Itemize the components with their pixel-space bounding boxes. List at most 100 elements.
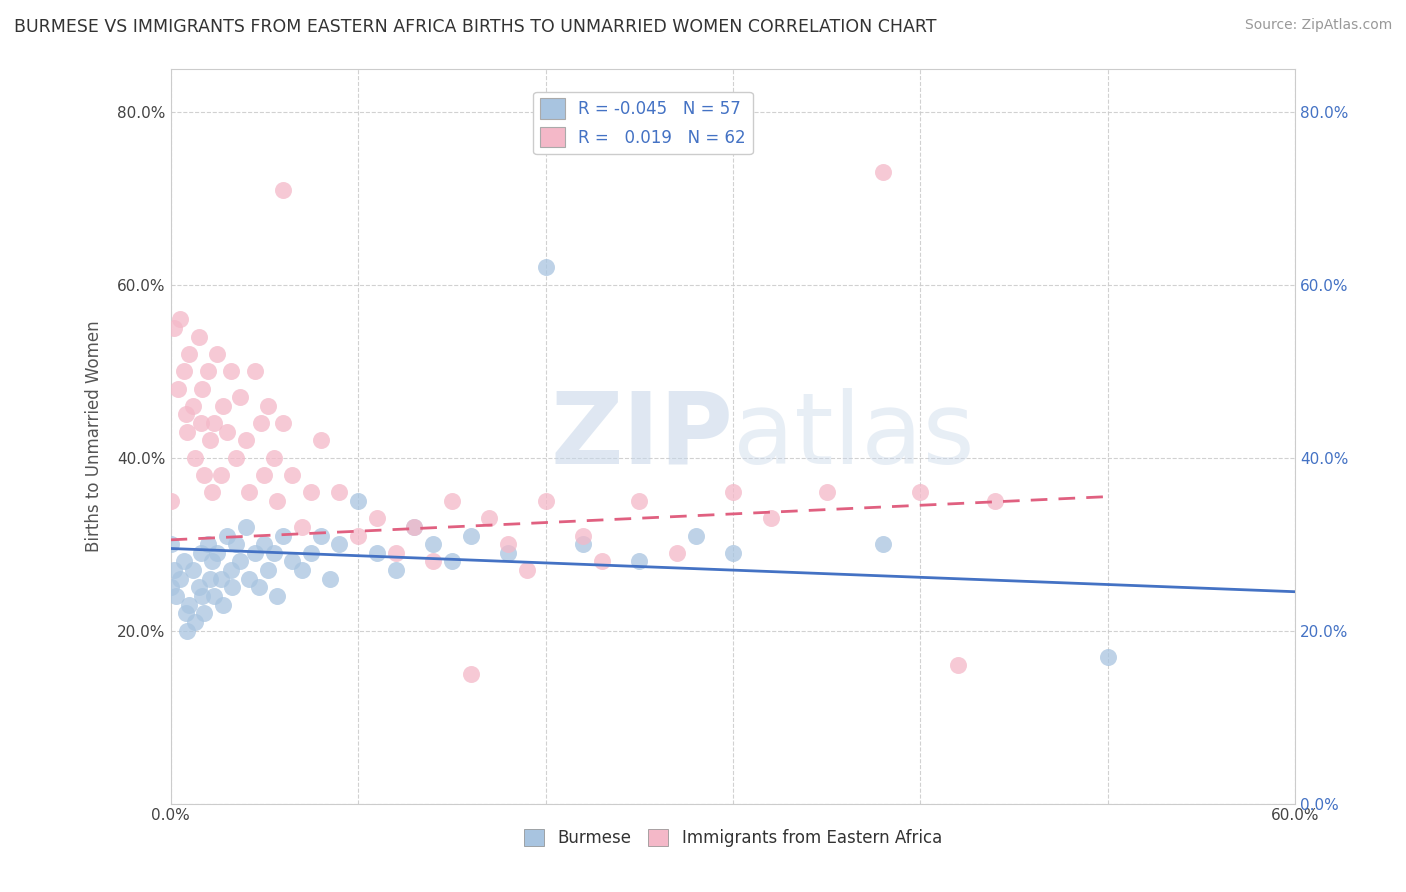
- Point: [309, 434, 332, 448]
- Point: [169, 312, 191, 326]
- Point: [266, 494, 288, 508]
- Point: [721, 485, 744, 500]
- Point: [209, 467, 232, 482]
- Point: [257, 399, 280, 413]
- Point: [328, 537, 350, 551]
- Point: [266, 589, 288, 603]
- Point: [1097, 649, 1119, 664]
- Point: [190, 546, 212, 560]
- Point: [872, 537, 894, 551]
- Point: [229, 554, 252, 568]
- Point: [291, 563, 314, 577]
- Point: [219, 364, 242, 378]
- Point: [169, 572, 191, 586]
- Point: [628, 494, 651, 508]
- Point: [215, 528, 238, 542]
- Point: [815, 485, 838, 500]
- Point: [159, 494, 181, 508]
- Point: [572, 528, 595, 542]
- Point: [243, 364, 266, 378]
- Point: [422, 537, 444, 551]
- Point: [238, 485, 260, 500]
- Point: [243, 546, 266, 560]
- Point: [174, 607, 197, 621]
- Point: [159, 581, 181, 595]
- Point: [176, 425, 198, 439]
- Point: [572, 537, 595, 551]
- Point: [191, 589, 214, 603]
- Point: [253, 537, 276, 551]
- Point: [247, 581, 270, 595]
- Point: [271, 416, 294, 430]
- Point: [872, 165, 894, 179]
- Point: [221, 581, 243, 595]
- Point: [440, 554, 463, 568]
- Point: [165, 589, 187, 603]
- Point: [347, 494, 370, 508]
- Point: [181, 399, 204, 413]
- Point: [187, 329, 209, 343]
- Point: [193, 467, 215, 482]
- Point: [404, 520, 426, 534]
- Legend: R = -0.045   N = 57, R =   0.019   N = 62: R = -0.045 N = 57, R = 0.019 N = 62: [533, 92, 752, 154]
- Point: [198, 572, 221, 586]
- Text: ZIP: ZIP: [550, 387, 733, 484]
- Point: [440, 494, 463, 508]
- Point: [163, 563, 186, 577]
- Point: [319, 572, 342, 586]
- Point: [665, 546, 688, 560]
- Point: [366, 511, 388, 525]
- Point: [202, 416, 225, 430]
- Point: [207, 546, 229, 560]
- Point: [253, 467, 276, 482]
- Point: [281, 554, 304, 568]
- Point: [229, 390, 252, 404]
- Point: [263, 546, 285, 560]
- Point: [201, 485, 224, 500]
- Point: [271, 528, 294, 542]
- Point: [197, 537, 219, 551]
- Point: [212, 598, 235, 612]
- Y-axis label: Births to Unmarried Women: Births to Unmarried Women: [86, 320, 103, 552]
- Point: [257, 563, 280, 577]
- Point: [179, 598, 201, 612]
- Point: [167, 382, 190, 396]
- Point: [271, 183, 294, 197]
- Point: [478, 511, 501, 525]
- Point: [179, 347, 201, 361]
- Point: [384, 563, 406, 577]
- Point: [721, 546, 744, 560]
- Point: [496, 537, 519, 551]
- Point: [347, 528, 370, 542]
- Point: [197, 364, 219, 378]
- Point: [366, 546, 388, 560]
- Point: [404, 520, 426, 534]
- Point: [184, 450, 207, 465]
- Point: [299, 546, 322, 560]
- Point: [207, 347, 229, 361]
- Point: [516, 563, 538, 577]
- Point: [910, 485, 932, 500]
- Point: [159, 537, 181, 551]
- Point: [225, 537, 247, 551]
- Point: [591, 554, 613, 568]
- Point: [291, 520, 314, 534]
- Point: [191, 382, 214, 396]
- Point: [173, 364, 195, 378]
- Point: [219, 563, 242, 577]
- Point: [212, 399, 235, 413]
- Point: [225, 450, 247, 465]
- Point: [202, 589, 225, 603]
- Point: [181, 563, 204, 577]
- Point: [198, 434, 221, 448]
- Point: [190, 416, 212, 430]
- Text: atlas: atlas: [733, 387, 974, 484]
- Point: [984, 494, 1007, 508]
- Point: [249, 416, 271, 430]
- Point: [460, 528, 482, 542]
- Point: [209, 572, 232, 586]
- Point: [496, 546, 519, 560]
- Point: [201, 554, 224, 568]
- Point: [946, 658, 969, 673]
- Point: [309, 528, 332, 542]
